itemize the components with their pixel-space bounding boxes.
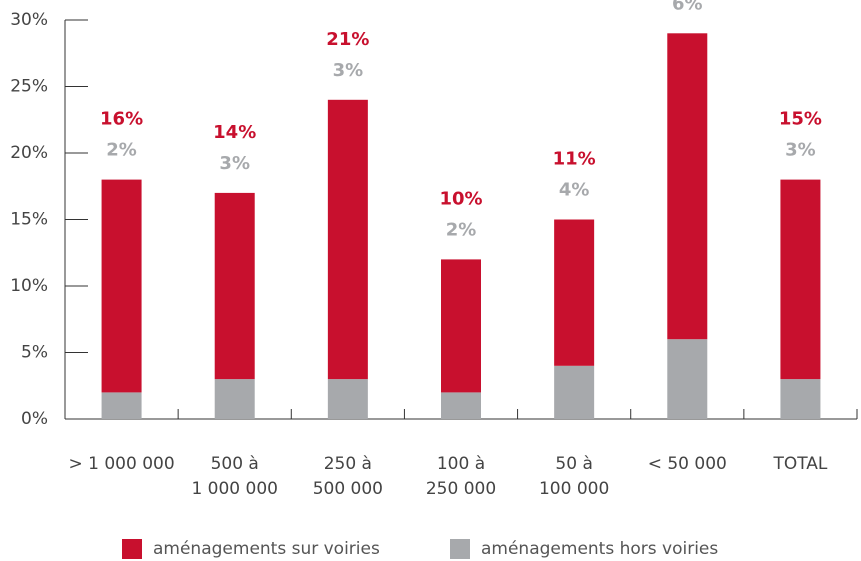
bar-segment xyxy=(780,179,821,380)
y-tick-label: 0% xyxy=(21,409,48,429)
y-tick-label: 30% xyxy=(10,10,48,30)
value-label: 4% xyxy=(559,180,590,201)
bar-segment xyxy=(554,365,595,419)
value-label: 16% xyxy=(100,109,143,130)
x-tick-label: > 1 000 000 xyxy=(68,454,174,474)
legend-swatch xyxy=(122,539,142,559)
legend-label: aménagements hors voiries xyxy=(481,539,718,559)
value-label: 2% xyxy=(106,140,137,161)
bar-segment xyxy=(667,339,708,419)
bar-segment xyxy=(101,392,142,419)
value-label: 3% xyxy=(219,153,250,174)
x-tick-label: 250 à xyxy=(324,454,372,474)
bar-segment xyxy=(441,392,481,419)
legend-swatch xyxy=(450,539,470,559)
value-label: 15% xyxy=(779,109,822,130)
value-label: 6% xyxy=(672,0,703,14)
legend-label: aménagements sur voiries xyxy=(153,539,380,559)
bar-segment xyxy=(667,33,708,340)
x-tick-label: 500 000 xyxy=(313,479,383,499)
value-label: 14% xyxy=(213,122,256,143)
bar-segment xyxy=(780,379,821,419)
value-label: 21% xyxy=(326,29,369,50)
y-tick-label: 25% xyxy=(10,77,48,97)
x-tick-label: 50 à xyxy=(555,454,592,474)
bar-segment xyxy=(327,99,368,380)
x-tick-label: < 50 000 xyxy=(648,454,727,474)
x-tick-label: 1 000 000 xyxy=(191,479,278,499)
bar-segment xyxy=(554,219,595,366)
bar-segment xyxy=(101,179,142,393)
x-tick-label: 500 à xyxy=(211,454,259,474)
y-tick-label: 20% xyxy=(10,143,48,163)
value-label: 3% xyxy=(785,140,816,161)
value-label: 10% xyxy=(439,188,482,209)
bar-segment xyxy=(441,259,481,393)
bar-segment xyxy=(327,379,368,419)
y-tick-label: 5% xyxy=(21,343,48,363)
y-tick-label: 10% xyxy=(10,276,48,296)
value-label: 2% xyxy=(446,219,477,240)
value-label: 3% xyxy=(333,60,364,81)
x-tick-label: 100 à xyxy=(437,454,485,474)
bar-segment xyxy=(214,379,255,419)
x-tick-label: 100 000 xyxy=(539,479,609,499)
value-label: 11% xyxy=(553,149,596,170)
bar-segment xyxy=(214,192,255,380)
x-tick-label: TOTAL xyxy=(772,454,827,474)
y-tick-label: 15% xyxy=(10,210,48,230)
x-tick-label: 250 000 xyxy=(426,479,496,499)
